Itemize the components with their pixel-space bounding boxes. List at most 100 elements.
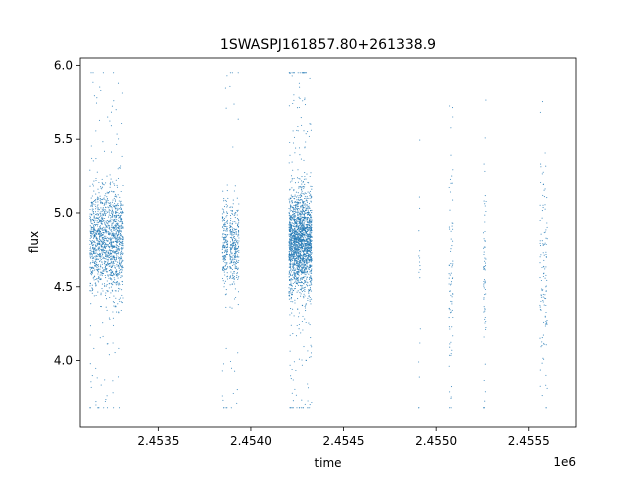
- data-point: [221, 220, 223, 222]
- data-point: [290, 269, 292, 271]
- data-point: [231, 228, 234, 231]
- data-point: [299, 72, 301, 74]
- data-point: [294, 215, 296, 217]
- data-point: [306, 223, 308, 226]
- data-point: [93, 251, 95, 253]
- data-point: [109, 206, 111, 208]
- data-point: [104, 400, 106, 403]
- data-point: [300, 266, 303, 269]
- data-point: [298, 233, 300, 235]
- data-point: [294, 255, 296, 257]
- data-point: [115, 232, 117, 234]
- data-point: [90, 290, 92, 292]
- data-point: [290, 194, 292, 196]
- data-point: [230, 256, 232, 258]
- data-point: [308, 225, 310, 227]
- data-point: [303, 269, 305, 271]
- data-point: [99, 226, 101, 228]
- data-point: [226, 253, 229, 255]
- data-point: [92, 250, 94, 253]
- data-point: [304, 200, 306, 203]
- data-point: [90, 235, 92, 237]
- data-point: [102, 141, 104, 143]
- data-point: [305, 310, 307, 312]
- data-point: [542, 334, 544, 336]
- data-point: [309, 214, 311, 216]
- data-point: [233, 263, 235, 265]
- data-point: [301, 220, 303, 222]
- data-point: [92, 289, 94, 291]
- data-point: [301, 183, 303, 185]
- data-point: [542, 243, 544, 245]
- data-point: [292, 229, 294, 231]
- data-point: [113, 277, 115, 279]
- data-point: [295, 216, 297, 218]
- data-point: [113, 215, 115, 217]
- data-point: [229, 266, 231, 268]
- data-point: [235, 248, 237, 250]
- data-point: [289, 225, 291, 228]
- data-point: [305, 260, 307, 262]
- data-point: [113, 216, 115, 218]
- data-point: [121, 259, 123, 261]
- data-point: [301, 222, 303, 224]
- data-point: [89, 269, 91, 271]
- data-point: [483, 251, 485, 253]
- data-point: [302, 270, 304, 272]
- data-point: [117, 224, 119, 226]
- data-point: [91, 284, 93, 286]
- data-point: [122, 238, 124, 240]
- data-point: [301, 211, 303, 213]
- data-point: [297, 273, 299, 275]
- data-point: [97, 271, 99, 273]
- data-point: [237, 219, 239, 221]
- data-point: [297, 276, 299, 278]
- data-point: [101, 215, 103, 217]
- data-point: [226, 212, 228, 214]
- data-point: [289, 334, 291, 336]
- data-point: [234, 266, 236, 268]
- data-point: [120, 262, 122, 264]
- data-point: [309, 324, 311, 326]
- data-point: [296, 291, 298, 293]
- data-point: [237, 278, 239, 280]
- data-point: [230, 217, 232, 219]
- data-point: [308, 233, 310, 235]
- data-point: [95, 284, 97, 286]
- data-point: [96, 225, 99, 227]
- data-points: [89, 72, 548, 409]
- data-point: [294, 281, 296, 283]
- data-point: [295, 264, 297, 266]
- data-point: [231, 246, 233, 248]
- data-point: [305, 178, 307, 180]
- data-point: [291, 237, 293, 239]
- data-point: [308, 192, 311, 194]
- data-point: [107, 271, 109, 273]
- data-point: [308, 278, 311, 280]
- data-point: [93, 234, 95, 236]
- data-point: [297, 252, 299, 254]
- data-point: [116, 238, 118, 241]
- data-point: [293, 250, 295, 252]
- data-point: [545, 274, 547, 276]
- data-point: [97, 233, 99, 235]
- data-point: [223, 217, 226, 220]
- data-point: [231, 223, 233, 225]
- data-point: [117, 215, 120, 217]
- data-point: [452, 240, 454, 242]
- data-point: [288, 162, 290, 164]
- data-point: [306, 278, 308, 280]
- data-point: [301, 186, 303, 189]
- data-point: [310, 249, 313, 252]
- data-point: [303, 287, 305, 289]
- data-point: [303, 225, 305, 227]
- data-point: [301, 320, 303, 323]
- data-point: [106, 225, 108, 227]
- data-point: [120, 217, 122, 219]
- data-point: [298, 244, 300, 246]
- data-point: [292, 273, 294, 276]
- data-point: [309, 259, 311, 262]
- data-point: [288, 198, 290, 200]
- data-point: [112, 261, 115, 263]
- data-point: [104, 254, 107, 256]
